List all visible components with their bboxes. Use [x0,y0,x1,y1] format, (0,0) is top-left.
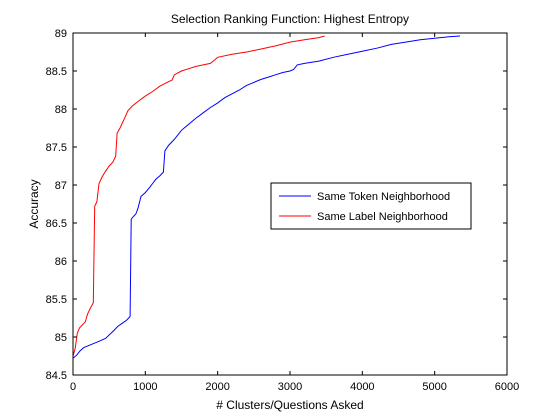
y-tick-label: 87.5 [46,142,67,154]
x-tick-label: 1000 [133,381,157,393]
y-tick-label: 86.5 [46,218,67,230]
x-tick-label: 4000 [350,381,374,393]
y-tick-label: 88.5 [46,66,67,78]
x-tick-label: 0 [70,381,76,393]
chart-title: Selection Ranking Function: Highest Entr… [171,12,409,26]
x-tick-label: 5000 [422,381,446,393]
legend-label-2: Same Label Neighborhood [317,211,448,223]
legend-box [270,182,472,230]
legend-label-1: Same Token Neighborhood [317,191,450,203]
series-line-1 [72,35,461,359]
x-axis-label: # Clusters/Questions Asked [216,398,363,412]
y-tick-label: 85 [55,332,67,344]
legend: Same Token Neighborhood Same Label Neighb… [270,182,472,230]
y-tick-label: 88 [55,104,67,116]
y-tick-label: 86 [55,256,67,268]
x-tick-label: 3000 [278,381,302,393]
y-tick-label: 85.5 [46,294,67,306]
x-tick-label: 2000 [205,381,229,393]
x-tick-label: 6000 [495,381,519,393]
y-axis-label: Accuracy [27,179,41,228]
y-tick-label: 87 [55,180,67,192]
y-tick-label: 89 [55,28,67,40]
series-line-2 [72,35,325,357]
y-tick-label: 84.5 [46,370,67,382]
